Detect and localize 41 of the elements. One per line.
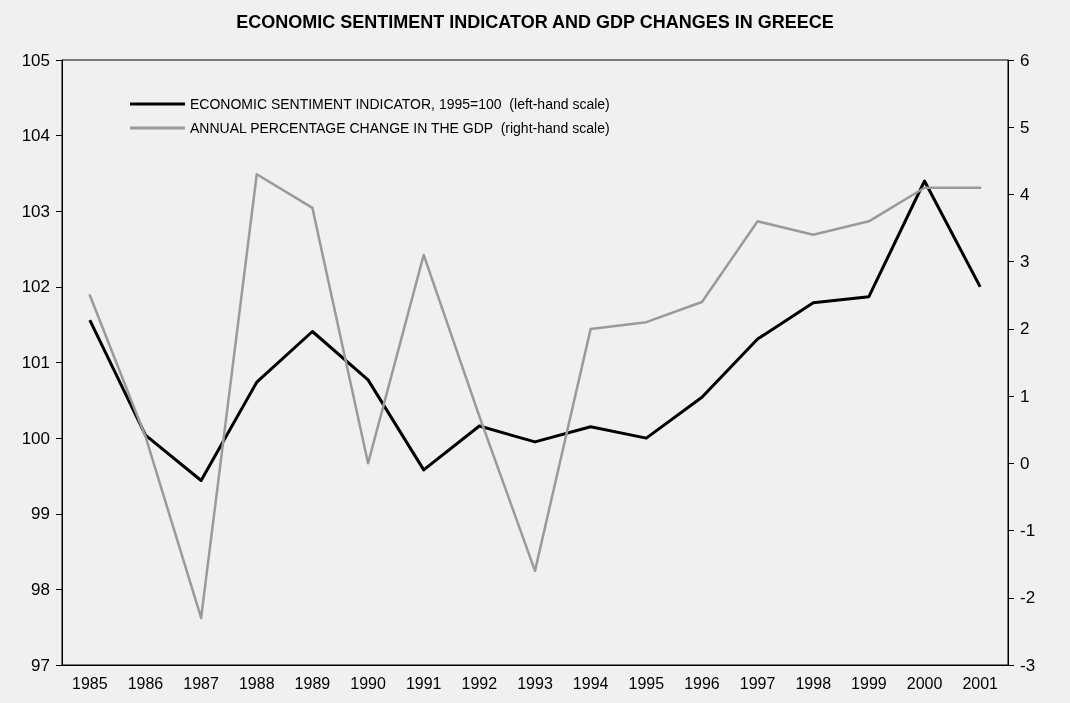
x-tick-label: 1986 bbox=[127, 674, 164, 692]
x-tick-label: 1993 bbox=[517, 674, 553, 692]
y2-tick-label: -3 bbox=[1020, 655, 1036, 675]
x-tick-label: 1990 bbox=[350, 674, 386, 692]
line-series bbox=[88, 179, 982, 482]
y-tick-label: 99 bbox=[31, 504, 50, 524]
y-tick-label: 97 bbox=[31, 655, 50, 675]
x-tick-label: 1991 bbox=[405, 674, 442, 692]
y-tick-label: 98 bbox=[31, 579, 50, 599]
y2-tick-label: 3 bbox=[1020, 252, 1030, 272]
y-tick-label: 103 bbox=[21, 201, 50, 221]
legend-label: ANNUAL PERCENTAGE CHANGE IN THE GDP (right-hand scale) bbox=[190, 120, 610, 136]
y2-tick-label: 5 bbox=[1020, 117, 1030, 137]
y-tick-label: 100 bbox=[21, 428, 50, 448]
y-tick-label: 104 bbox=[21, 126, 50, 146]
x-tick-label: 1994 bbox=[572, 674, 609, 692]
y2-tick-label: 2 bbox=[1020, 319, 1030, 339]
x-tick-label: 2001 bbox=[962, 674, 999, 692]
x-tick-label: 1992 bbox=[461, 674, 498, 692]
y2-tick-label: 1 bbox=[1020, 386, 1030, 406]
x-tick-label: 1999 bbox=[851, 674, 887, 692]
x-tick-label: 1989 bbox=[294, 674, 331, 692]
y2-tick-label: -1 bbox=[1020, 521, 1036, 541]
y2-tick-label: 6 bbox=[1020, 50, 1030, 70]
x-tick-label: 1988 bbox=[238, 674, 275, 692]
x-tick-label: 1996 bbox=[684, 674, 720, 692]
x-tick-label: 1998 bbox=[795, 674, 832, 692]
x-tick-label: 2000 bbox=[906, 674, 943, 692]
line-series bbox=[88, 173, 982, 620]
x-tick-label: 1985 bbox=[72, 674, 108, 692]
legend-label: ECONOMIC SENTIMENT INDICATOR, 1995=100 (left-hand scale) bbox=[190, 96, 610, 112]
y2-tick-label: 0 bbox=[1020, 453, 1030, 473]
x-tick-label: 1987 bbox=[183, 674, 220, 692]
y2-tick-label: 4 bbox=[1020, 184, 1030, 204]
y2-tick-label: -2 bbox=[1020, 588, 1036, 608]
x-tick-label: 1997 bbox=[739, 674, 776, 692]
chart-title: ECONOMIC SENTIMENT INDICATOR AND GDP CHANGES IN GREECE bbox=[236, 12, 834, 32]
y-tick-label: 102 bbox=[21, 277, 50, 297]
y-tick-label: 105 bbox=[21, 50, 50, 70]
x-tick-label: 1995 bbox=[628, 674, 665, 692]
y-tick-label: 101 bbox=[21, 353, 50, 372]
